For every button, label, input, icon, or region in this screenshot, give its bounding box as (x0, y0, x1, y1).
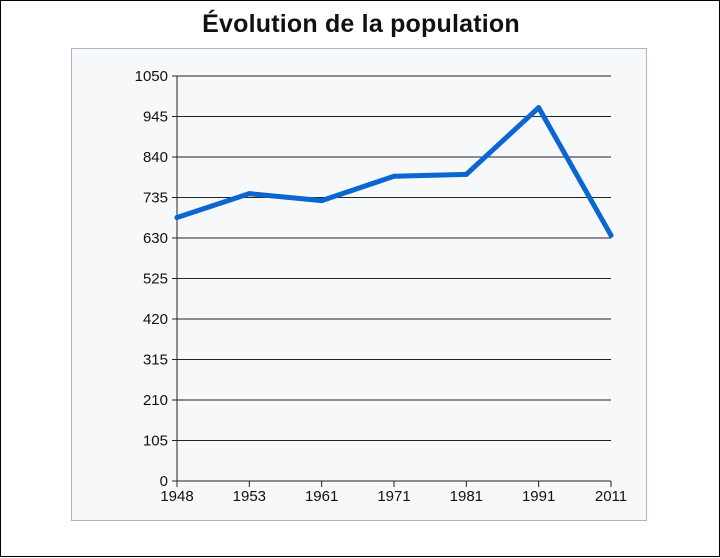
x-tick-label-1961: 1961 (305, 488, 338, 505)
x-tick-label-1953: 1953 (233, 488, 266, 505)
data-point-1971 (391, 173, 397, 179)
x-tick-label-2011: 2011 (595, 488, 627, 505)
data-point-1961 (319, 198, 325, 204)
y-tick-label-1050: 1050 (135, 68, 168, 85)
y-tick-label-315: 315 (143, 352, 168, 369)
x-tick-label-1971: 1971 (377, 488, 410, 505)
y-tick-label-210: 210 (143, 392, 168, 409)
x-tick-label-1948: 1948 (160, 488, 193, 505)
y-tick-label-525: 525 (143, 271, 168, 288)
data-point-1981 (463, 171, 469, 177)
data-point-1953 (246, 191, 252, 197)
y-tick-label-735: 735 (143, 190, 168, 207)
y-tick-label-840: 840 (143, 149, 168, 166)
y-tick-label-420: 420 (143, 311, 168, 328)
data-point-1948 (174, 215, 180, 221)
y-tick-label-0: 0 (160, 473, 168, 490)
x-tick-label-1981: 1981 (450, 488, 483, 505)
data-point-1991 (536, 105, 542, 111)
x-tick-label-1991: 1991 (522, 488, 555, 505)
data-point-2011 (608, 232, 614, 238)
y-tick-label-945: 945 (143, 109, 168, 126)
y-tick-label-105: 105 (143, 433, 168, 450)
chart-title: Évolution de la population (202, 10, 520, 38)
series-line-0 (174, 105, 614, 238)
y-tick-label-630: 630 (143, 230, 168, 247)
